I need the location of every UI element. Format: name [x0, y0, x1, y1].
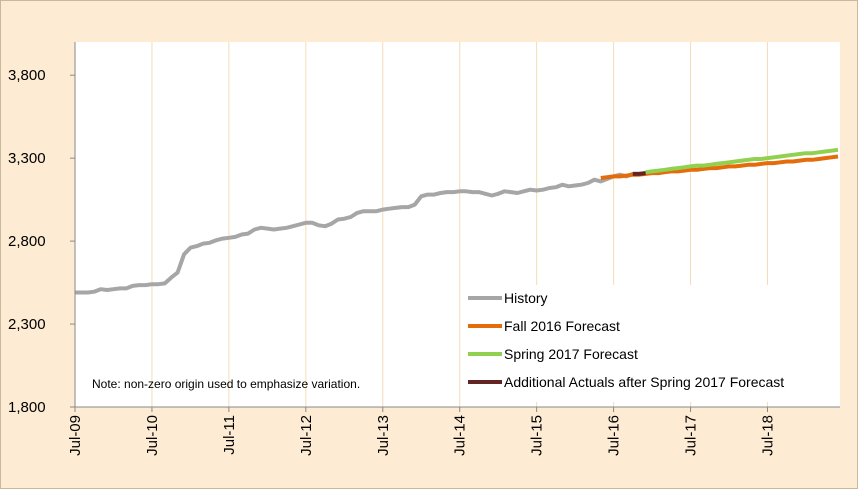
legend-label: Fall 2016 Forecast — [504, 318, 620, 334]
note: Note: non-zero origin used to emphasize … — [92, 377, 360, 391]
series-line — [645, 147, 839, 175]
legend-box — [465, 285, 835, 402]
y-tick-label: 3,300 — [8, 150, 46, 167]
series-line — [632, 171, 646, 176]
x-tick-label: Jul-15 — [529, 415, 546, 456]
x-tick-label: Jul-16 — [606, 415, 623, 456]
x-tick-label: Jul-12 — [298, 415, 315, 456]
legend-label: Spring 2017 Forecast — [504, 346, 638, 362]
series-line — [75, 171, 646, 295]
legend-label: Additional Actuals after Spring 2017 For… — [504, 374, 784, 390]
x-tick-label: Jul-18 — [759, 415, 776, 456]
x-tick-label: Jul-09 — [67, 415, 84, 456]
x-tick-label: Jul-13 — [375, 415, 392, 456]
y-tick-label: 2,800 — [8, 233, 46, 250]
y-tick-label: 2,300 — [8, 316, 46, 333]
x-tick-label: Jul-14 — [452, 415, 469, 456]
y-tick-label: 3,800 — [8, 67, 46, 84]
x-tick-label: Jul-17 — [683, 415, 700, 456]
x-tick-label: Jul-10 — [144, 415, 161, 456]
legend-label: History — [504, 290, 548, 306]
x-tick-label: Jul-11 — [221, 415, 238, 455]
y-tick-label: 1,800 — [8, 399, 46, 416]
